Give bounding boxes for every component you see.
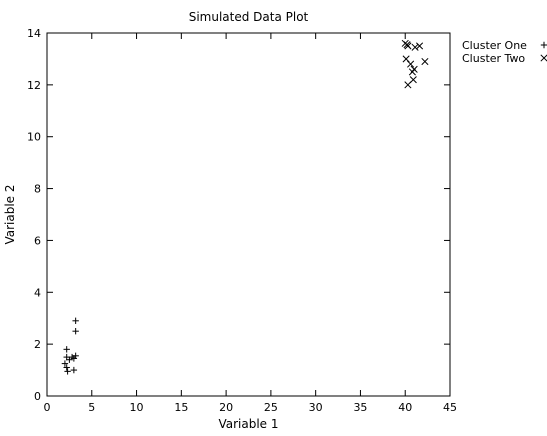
points-layer (61, 39, 429, 375)
x-tick-label: 40 (398, 401, 412, 414)
y-tick-label: 0 (34, 390, 41, 403)
cluster-one-point (63, 364, 70, 371)
x-tick-label: 0 (44, 401, 51, 414)
x-tick-label: 10 (130, 401, 144, 414)
cluster-one-point (72, 317, 79, 325)
y-tick-label: 4 (34, 286, 41, 299)
cluster-two-point (409, 76, 417, 84)
cluster-two-point (407, 60, 415, 68)
plot-frame (46, 32, 451, 397)
legend-label-cluster-one: Cluster One (462, 39, 527, 52)
cluster-two-point (408, 68, 416, 76)
y-axis-label: Variable 2 (3, 184, 17, 244)
y-tick-label: 2 (34, 338, 41, 351)
x-tick-label: 30 (309, 401, 323, 414)
x-tick-label: 45 (443, 401, 457, 414)
legend-marker-cluster-one (540, 41, 547, 49)
cluster-one-point (72, 327, 79, 335)
x-tick-label: 5 (88, 401, 95, 414)
y-tick-label: 10 (27, 131, 41, 144)
cross-marker-b (421, 57, 429, 66)
cluster-one-point (72, 352, 79, 360)
x-tick-label: 15 (174, 401, 188, 414)
cross-marker-b (411, 43, 419, 51)
cross-marker-b (408, 68, 416, 76)
cross-marker-b (409, 76, 417, 84)
chart-title: Simulated Data Plot (189, 10, 309, 24)
legend-label-cluster-two: Cluster Two (462, 52, 525, 65)
y-tick-label: 8 (34, 183, 41, 196)
cluster-two-point (402, 55, 410, 63)
cluster-two-point (404, 42, 412, 50)
y-tick-label: 14 (27, 27, 41, 40)
y-tick-label: 6 (34, 234, 41, 247)
x-tick-label: 25 (264, 401, 278, 414)
cluster-one-point (63, 346, 70, 353)
cross-marker-b (540, 54, 547, 62)
cluster-two-point (421, 57, 429, 66)
cross-marker-b (402, 55, 410, 63)
x-axis-label: Variable 1 (218, 417, 278, 431)
cross-marker-b (407, 60, 415, 68)
cross-marker-b (404, 42, 412, 50)
x-tick-label: 20 (219, 401, 233, 414)
cluster-one-point (61, 360, 69, 367)
cluster-one-point (70, 366, 78, 374)
axes-layer: 0 5 10 15 20 25 30 35 40 45 0 2 4 6 8 10 12 14 Simulated D… (3, 10, 457, 431)
cluster-two-point (415, 42, 424, 50)
y-tick-label: 12 (27, 79, 41, 92)
cross-marker-b (415, 42, 424, 50)
legend-marker-cluster-two (540, 54, 547, 62)
cluster-one-point (64, 368, 71, 375)
x-tick-label: 35 (353, 401, 367, 414)
cluster-two-point (411, 43, 419, 51)
